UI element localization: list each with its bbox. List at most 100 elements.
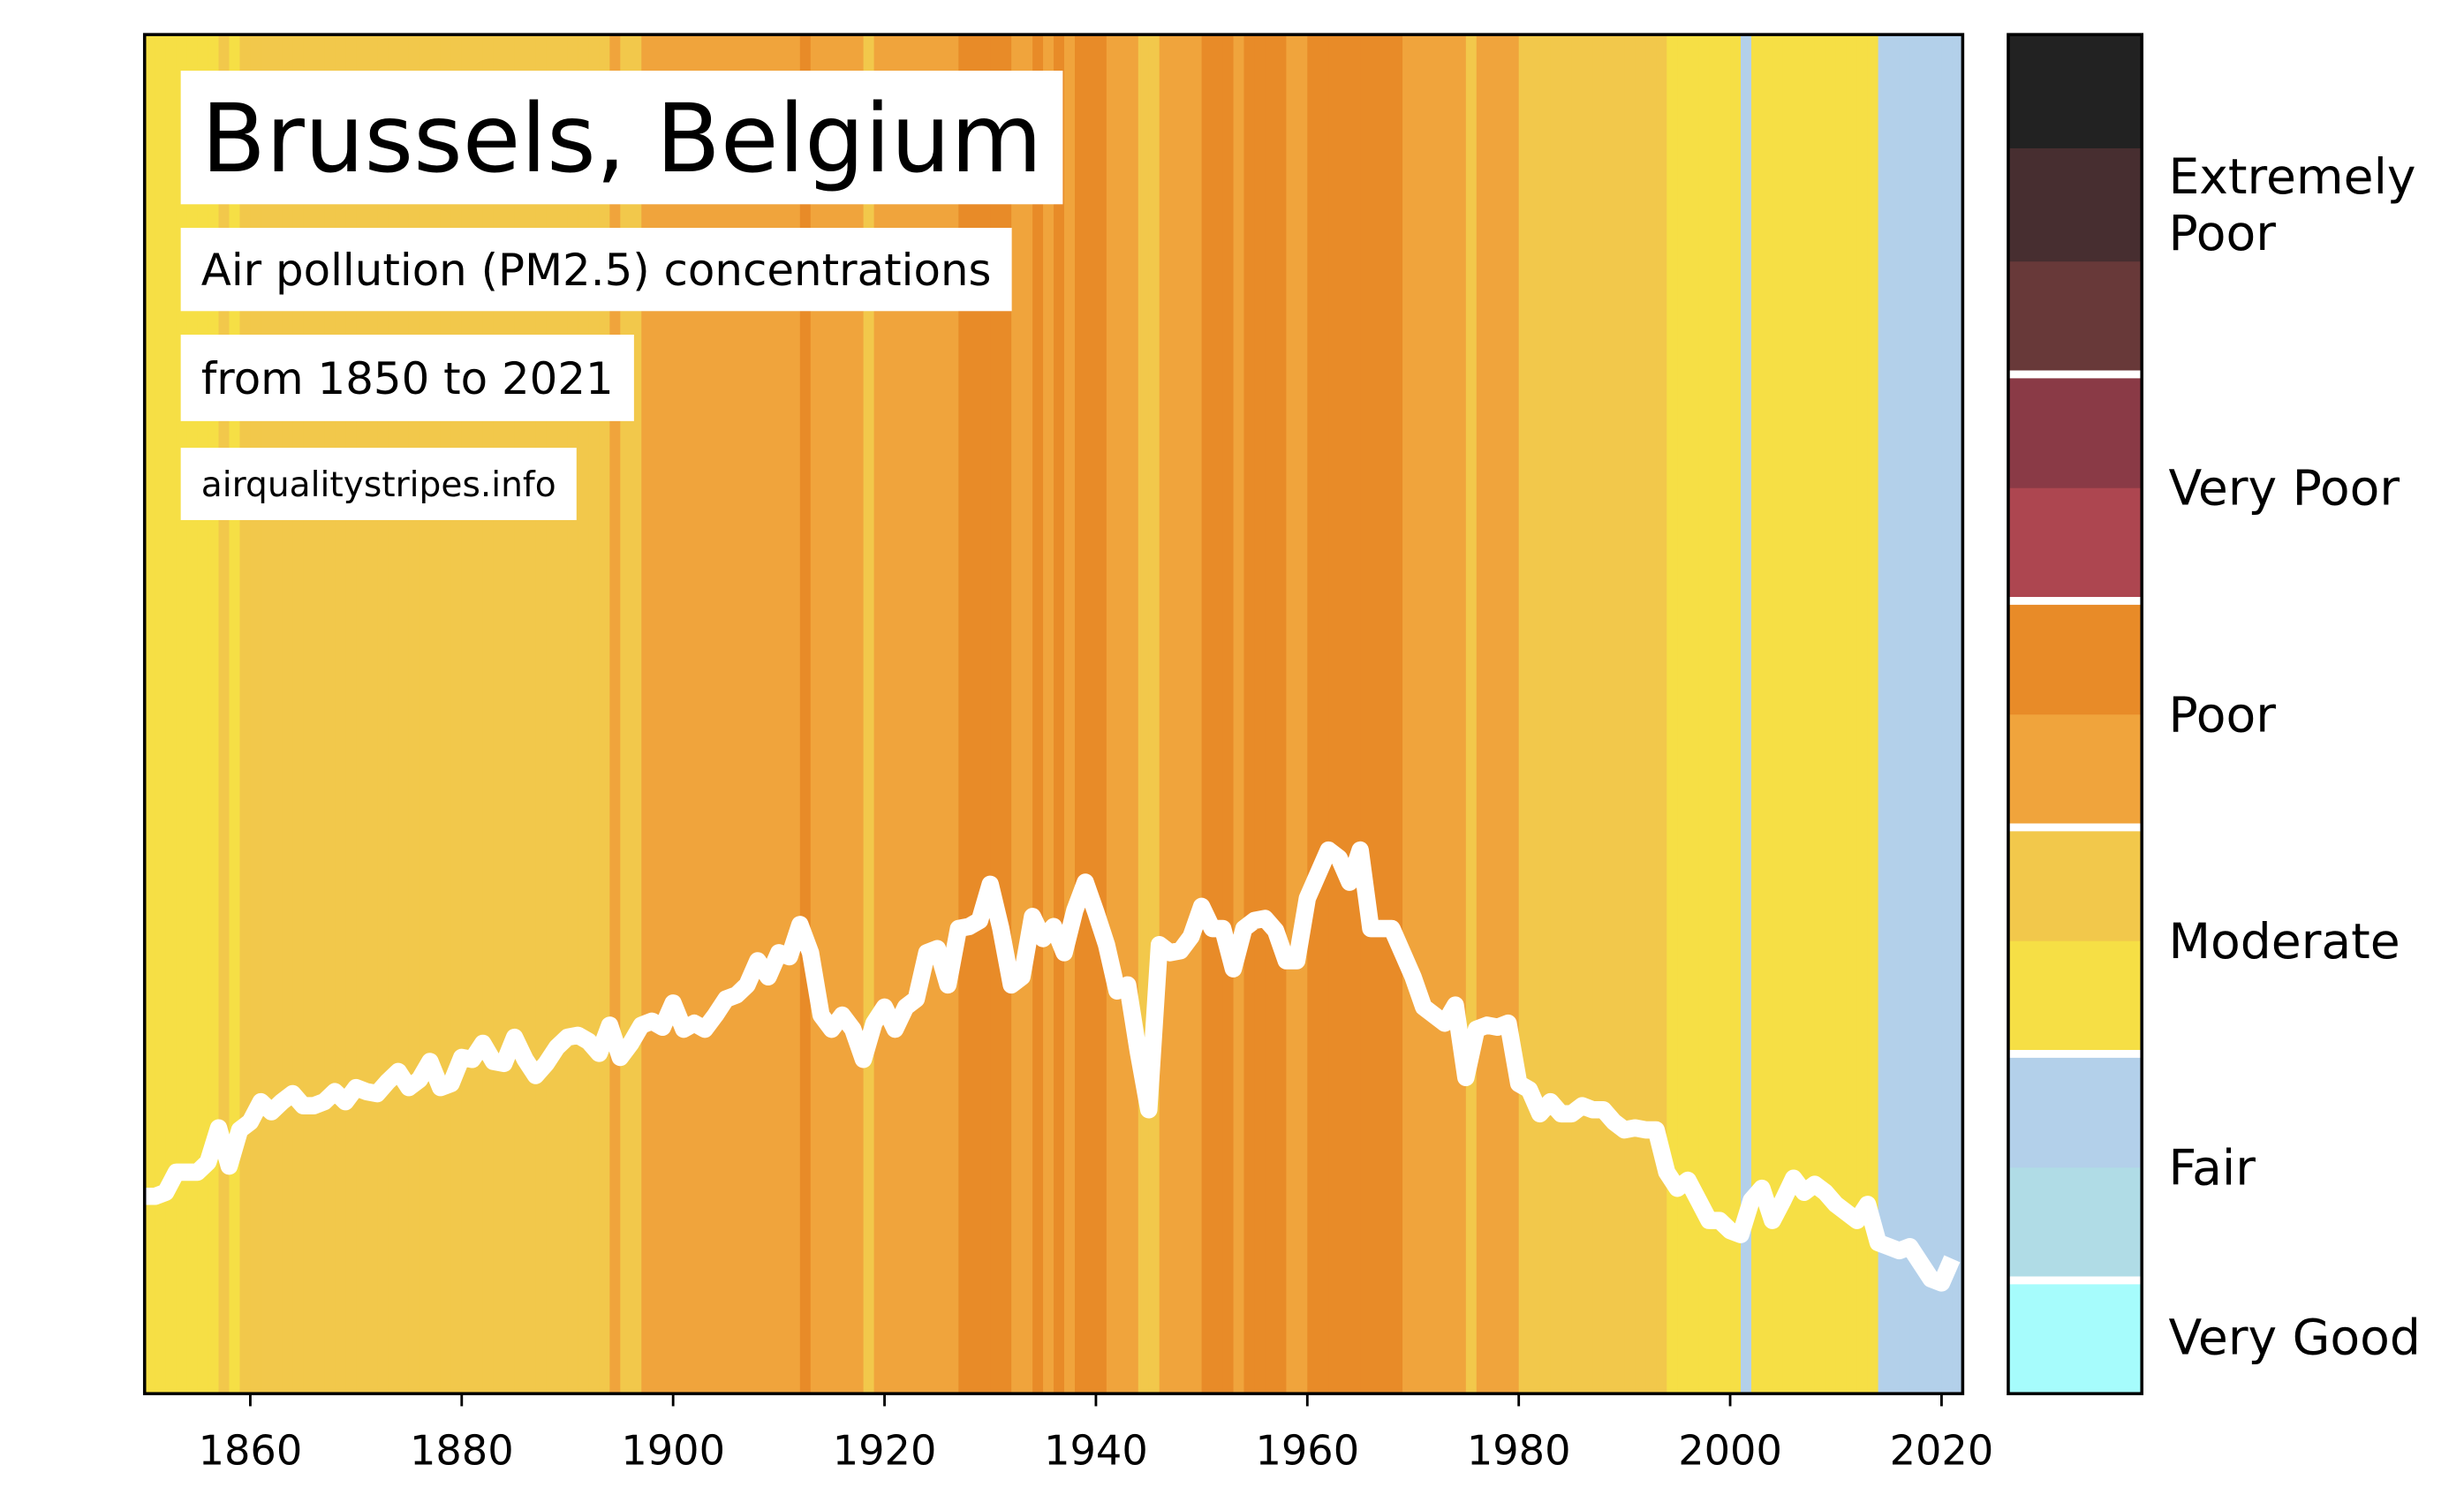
stripe [778, 34, 790, 1394]
stripe [1709, 34, 1720, 1394]
stripe [1296, 34, 1309, 1394]
stripe [873, 34, 886, 1394]
label-box [180, 227, 1012, 312]
title-boxes: Brussels, Belgium Air pollution (PM2.5) c… [180, 71, 1063, 520]
stripe [1032, 34, 1044, 1394]
x-tick-label: 1940 [1044, 1426, 1148, 1474]
stripe [767, 34, 780, 1394]
colorbar-block [2007, 1280, 2143, 1394]
stripe [1455, 34, 1467, 1394]
stripe [1011, 34, 1024, 1394]
stripe [684, 34, 695, 1394]
stripe [895, 34, 907, 1394]
stripe [1423, 34, 1435, 1394]
category-label: Very Good [2168, 1310, 2420, 1367]
stripe [1349, 34, 1362, 1394]
stripe [1190, 34, 1203, 1394]
stripe [1412, 34, 1425, 1394]
stripe [969, 34, 981, 1394]
stripe [1508, 34, 1520, 1394]
stripe [1909, 34, 1922, 1394]
stripe [1888, 34, 1901, 1394]
stripe [1720, 34, 1731, 1394]
stripe [937, 34, 949, 1394]
stripe [1222, 34, 1235, 1394]
stripe [1392, 34, 1403, 1394]
stripe [1635, 34, 1647, 1394]
stripe [1667, 34, 1679, 1394]
stripe [736, 34, 748, 1394]
stripe [1582, 34, 1594, 1394]
stripe [1286, 34, 1298, 1394]
label-box [180, 71, 1063, 205]
stripe [842, 34, 854, 1394]
stripe [1138, 34, 1150, 1394]
colorbar-block [2007, 147, 2143, 262]
stripe [1803, 34, 1816, 1394]
stripe [1465, 34, 1478, 1394]
stripe [1677, 34, 1689, 1394]
colorbar: Very Good Fair Moderate Poor Very Poor Extrem… [2007, 33, 2431, 1396]
stripe [1116, 34, 1129, 1394]
stripe [1022, 34, 1034, 1394]
stripe [1624, 34, 1636, 1394]
stripe [1867, 34, 1879, 1394]
stripe [1814, 34, 1826, 1394]
stripe [1592, 34, 1605, 1394]
x-tick-label: 1920 [833, 1426, 937, 1474]
stripe [905, 34, 918, 1394]
stripe [641, 34, 654, 1394]
label-box [180, 334, 634, 421]
stripe [1328, 34, 1341, 1394]
x-tick-label: 1900 [621, 1426, 725, 1474]
stripe [746, 34, 759, 1394]
stripe [1931, 34, 1943, 1394]
category-label: Extremely Poor [2168, 149, 2431, 262]
stripe [1539, 34, 1552, 1394]
stripe [1645, 34, 1658, 1394]
stripe [1074, 34, 1086, 1394]
stripe [1741, 34, 1752, 1394]
colorbar-block [2007, 827, 2143, 941]
stripe [1371, 34, 1382, 1394]
stripe [1835, 34, 1848, 1394]
category-label: Very Poor [2168, 461, 2400, 517]
stripe [979, 34, 992, 1394]
stripe [726, 34, 737, 1394]
stripe [1180, 34, 1192, 1394]
stripe [799, 34, 812, 1394]
stripe [1444, 34, 1456, 1394]
category-label: Fair [2168, 1140, 2256, 1197]
stripe [1529, 34, 1541, 1394]
stripe [1064, 34, 1076, 1394]
stripe [990, 34, 1002, 1394]
line-layer [144, 841, 1961, 1292]
stripe [810, 34, 822, 1394]
stripe [1878, 34, 1890, 1394]
stripe [1846, 34, 1858, 1394]
stripe [1730, 34, 1742, 1394]
stripe [144, 34, 156, 1394]
stripe [958, 34, 971, 1394]
stripe [1106, 34, 1118, 1394]
stripe [926, 34, 939, 1394]
colorbar-block [2007, 1167, 2143, 1281]
stripe [1318, 34, 1330, 1394]
colorbar-block [2007, 940, 2143, 1054]
colorbar-block [2007, 260, 2143, 375]
colorbar-block [2007, 714, 2143, 828]
stripe [1761, 34, 1773, 1394]
x-tick-label: 2020 [1890, 1426, 1994, 1474]
axes-layer: 1860 1880 1900 1920 1940 1960 1980 2000 2020 [142, 33, 1994, 1474]
stripe [673, 34, 685, 1394]
stripe [1952, 34, 1964, 1394]
stripe [1001, 34, 1013, 1394]
stripe [1518, 34, 1531, 1394]
colorbar-block [2007, 487, 2143, 601]
stripe [652, 34, 664, 1394]
x-tick-label: 1960 [1255, 1426, 1359, 1474]
colorbar-block [2007, 374, 2143, 488]
stripe [1603, 34, 1615, 1394]
stripe [1127, 34, 1139, 1394]
x-tick-label: 2000 [1678, 1426, 1782, 1474]
